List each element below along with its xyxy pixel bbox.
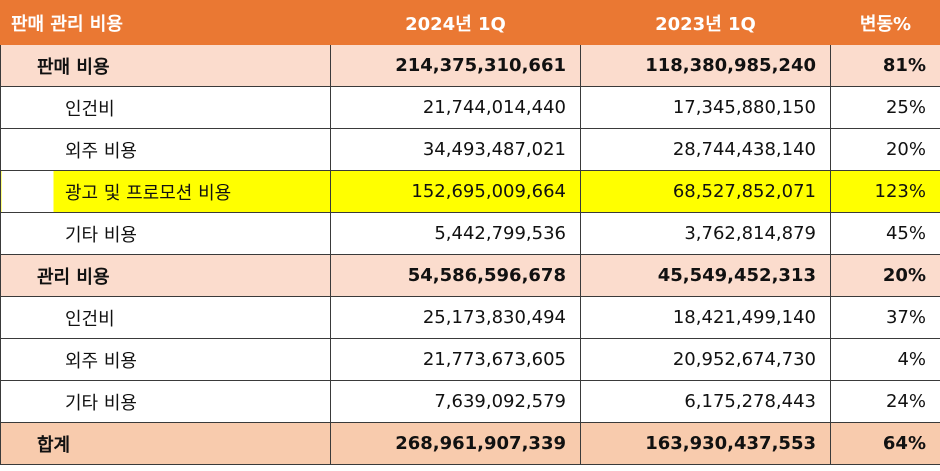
header-2023-q1: 2023년 1Q xyxy=(580,0,831,45)
header-row: 판매 관리 비용 2024년 1Q 2023년 1Q 변동% xyxy=(0,0,940,45)
header-2024-q1: 2024년 1Q xyxy=(330,0,581,45)
value-2023: 3,762,814,879 xyxy=(580,212,831,255)
table-row-selling-expenses: 판매 비용 214,375,310,661 118,380,985,240 81… xyxy=(0,44,940,87)
row-label: 외주 비용 xyxy=(0,128,331,171)
change-percent: 25% xyxy=(830,86,940,129)
value-2024: 152,695,009,664 xyxy=(330,170,581,213)
table-row: 인건비 25,173,830,494 18,421,499,140 37% xyxy=(0,296,940,339)
value-2024: 5,442,799,536 xyxy=(330,212,581,255)
change-percent: 37% xyxy=(830,296,940,339)
value-2024: 214,375,310,661 xyxy=(330,44,581,87)
row-label: 광고 및 프로모션 비용 xyxy=(0,170,331,213)
value-2024: 268,961,907,339 xyxy=(330,422,581,465)
header-category: 판매 관리 비용 xyxy=(0,0,331,45)
change-percent: 24% xyxy=(830,380,940,423)
header-change-percent: 변동% xyxy=(830,0,940,45)
value-2023: 6,175,278,443 xyxy=(580,380,831,423)
table-row: 외주 비용 21,773,673,605 20,952,674,730 4% xyxy=(0,338,940,381)
value-2024: 54,586,596,678 xyxy=(330,254,581,297)
row-label: 인건비 xyxy=(0,86,331,129)
table-row: 기타 비용 5,442,799,536 3,762,814,879 45% xyxy=(0,212,940,255)
value-2024: 7,639,092,579 xyxy=(330,380,581,423)
table-row-total: 합계 268,961,907,339 163,930,437,553 64% xyxy=(0,422,940,465)
change-percent: 123% xyxy=(830,170,940,213)
change-percent: 45% xyxy=(830,212,940,255)
value-2024: 21,744,014,440 xyxy=(330,86,581,129)
value-2024: 25,173,830,494 xyxy=(330,296,581,339)
table-row: 기타 비용 7,639,092,579 6,175,278,443 24% xyxy=(0,380,940,423)
table-row: 인건비 21,744,014,440 17,345,880,150 25% xyxy=(0,86,940,129)
change-percent: 4% xyxy=(830,338,940,381)
table-row: 외주 비용 34,493,487,021 28,744,438,140 20% xyxy=(0,128,940,171)
value-2023: 18,421,499,140 xyxy=(580,296,831,339)
value-2024: 21,773,673,605 xyxy=(330,338,581,381)
row-label: 외주 비용 xyxy=(0,338,331,381)
change-percent: 81% xyxy=(830,44,940,87)
value-2023: 45,549,452,313 xyxy=(580,254,831,297)
value-2023: 118,380,985,240 xyxy=(580,44,831,87)
change-percent: 20% xyxy=(830,254,940,297)
row-label: 기타 비용 xyxy=(0,380,331,423)
row-label: 기타 비용 xyxy=(0,212,331,255)
value-2023: 17,345,880,150 xyxy=(580,86,831,129)
row-label: 관리 비용 xyxy=(0,254,331,297)
row-label: 판매 비용 xyxy=(0,44,331,87)
row-label: 인건비 xyxy=(0,296,331,339)
row-label: 합계 xyxy=(0,422,331,465)
value-2023: 68,527,852,071 xyxy=(580,170,831,213)
table-row-highlighted: 광고 및 프로모션 비용 152,695,009,664 68,527,852,… xyxy=(0,170,940,213)
value-2023: 28,744,438,140 xyxy=(580,128,831,171)
change-percent: 20% xyxy=(830,128,940,171)
value-2023: 163,930,437,553 xyxy=(580,422,831,465)
value-2024: 34,493,487,021 xyxy=(330,128,581,171)
value-2023: 20,952,674,730 xyxy=(580,338,831,381)
change-percent: 64% xyxy=(830,422,940,465)
table-row-admin-expenses: 관리 비용 54,586,596,678 45,549,452,313 20% xyxy=(0,254,940,297)
